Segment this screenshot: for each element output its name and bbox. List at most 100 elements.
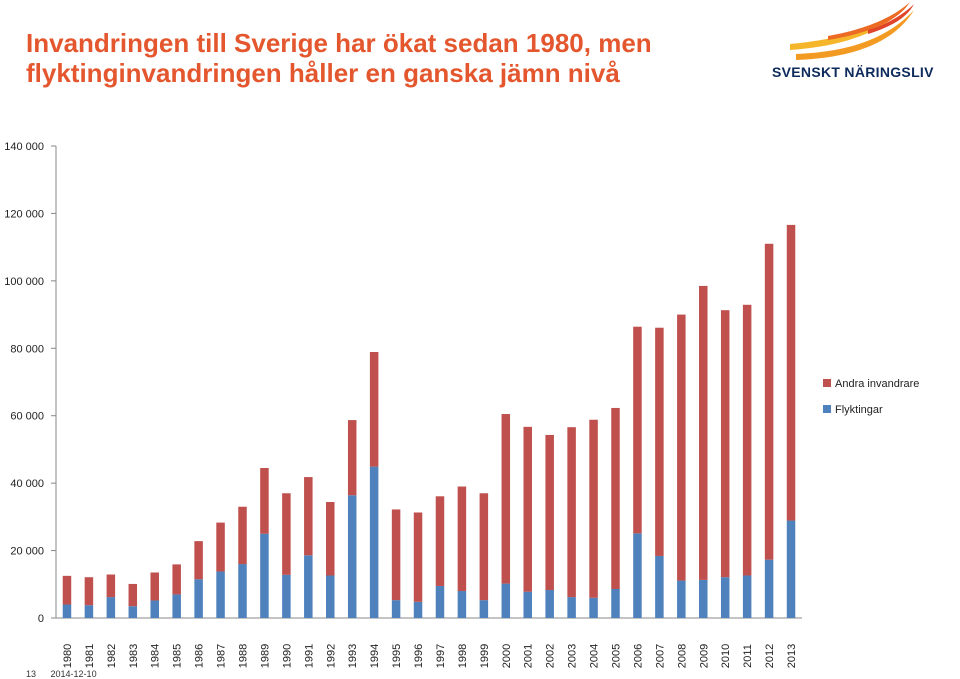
bar-andra-invandrare [501,414,511,584]
x-tick-label: 2006 [632,644,644,668]
bar-andra-invandrare [742,304,752,576]
y-tick-label: 40 000 [10,478,44,490]
x-tick-label: 1983 [128,644,140,668]
y-tick-label: 0 [38,613,44,625]
bar-flyktingar [282,574,291,618]
x-tick-label: 2000 [501,644,513,668]
bar-andra-invandrare [150,572,159,601]
bar-flyktingar [633,533,642,618]
bar-andra-invandrare [413,512,423,602]
x-tick-label: 1984 [150,644,162,668]
x-tick-label: 2009 [698,644,710,668]
y-tick-label: 140 000 [4,141,44,153]
bar-flyktingar [128,606,138,618]
bar-flyktingar [457,591,467,618]
bar-andra-invandrare [655,327,664,556]
bar-flyktingar [62,604,72,618]
bar-flyktingar [194,579,203,618]
bar-flyktingar [304,555,313,618]
bar-flyktingar [84,605,94,618]
logo-text: SVENSKT NÄRINGSLIV [772,64,934,80]
x-tick-label: 2012 [764,644,776,668]
bar-flyktingar [567,597,576,618]
legend-swatch-flyktingar [823,405,831,413]
bar-andra-invandrare [172,564,181,595]
bar-andra-invandrare [260,467,269,534]
x-tick-label: 2008 [676,644,688,668]
bar-flyktingar [545,590,554,618]
x-tick-label: 1997 [435,644,447,668]
x-tick-label: 1994 [369,644,381,668]
x-tick-label: 2004 [589,644,601,668]
x-tick-label: 1986 [194,644,206,668]
bar-andra-invandrare [326,502,335,576]
x-tick-label: 1990 [281,644,293,668]
x-tick-label: 1998 [457,644,469,668]
bar-flyktingar [391,600,401,618]
x-tick-label: 1992 [325,644,337,668]
x-tick-label: 1991 [303,644,315,668]
bar-andra-invandrare [589,419,598,598]
bar-andra-invandrare [479,493,489,601]
bar-flyktingar [720,577,730,618]
bar-andra-invandrare [611,407,620,590]
x-tick-label: 1982 [106,644,118,668]
x-tick-label: 1999 [479,644,491,668]
bar-flyktingar [413,601,423,618]
footer: 13 2014-12-10 [26,669,109,679]
bar-andra-invandrare [238,506,247,565]
page-title: Invandringen till Sverige har ökat sedan… [26,28,652,88]
bar-andra-invandrare [720,310,730,578]
bar-andra-invandrare [62,575,72,605]
bar-andra-invandrare [545,434,554,591]
x-tick-label: 2010 [720,644,732,668]
bar-andra-invandrare [282,493,291,575]
x-tick-label: 2013 [786,644,798,668]
x-tick-label: 1995 [391,644,403,668]
bar-andra-invandrare [677,314,686,581]
x-tick-label: 1980 [62,644,74,668]
bar-flyktingar [347,495,357,618]
bar-andra-invandrare [435,496,445,586]
x-tick-label: 2002 [545,644,557,668]
x-tick-label: 1989 [259,644,271,668]
y-tick-label: 120 000 [4,208,44,220]
bar-flyktingar [326,575,335,618]
footer-date: 2014-12-10 [50,669,97,679]
bar-andra-invandrare [633,326,642,534]
bar-flyktingar [216,571,225,618]
bar-andra-invandrare [216,522,225,572]
x-tick-label: 1996 [413,644,425,668]
x-tick-label: 1985 [172,644,184,668]
bar-flyktingar [611,589,620,618]
y-tick-label: 20 000 [10,546,44,558]
bar-flyktingar [523,591,532,618]
bar-andra-invandrare [84,577,94,606]
x-tick-label: 1987 [216,644,228,668]
bar-andra-invandrare [128,583,138,607]
bar-flyktingar [786,520,796,618]
bar-andra-invandrare [457,486,467,592]
x-tick-label: 2003 [567,644,579,668]
legend-swatch-andra-invandrare [823,379,831,387]
page-number: 13 [26,669,37,679]
bar-andra-invandrare [347,420,357,496]
x-tick-label: 1988 [238,644,250,668]
x-tick-label: 1981 [84,644,96,668]
bar-andra-invandrare [567,427,576,598]
bar-andra-invandrare [369,351,379,467]
legend-label-andra-invandrare: Andra invandrare [835,378,919,390]
y-tick-label: 100 000 [4,276,44,288]
bar-flyktingar [369,466,379,618]
bar-andra-invandrare [764,243,774,560]
bar-flyktingar [435,585,445,618]
x-tick-label: 2007 [654,644,666,668]
bar-andra-invandrare [194,541,203,580]
x-tick-label: 2001 [523,644,535,668]
bar-flyktingar [501,583,511,618]
bar-flyktingar [150,600,159,618]
bar-flyktingar [589,597,598,618]
y-tick-label: 80 000 [10,343,44,355]
bar-flyktingar [699,579,708,618]
